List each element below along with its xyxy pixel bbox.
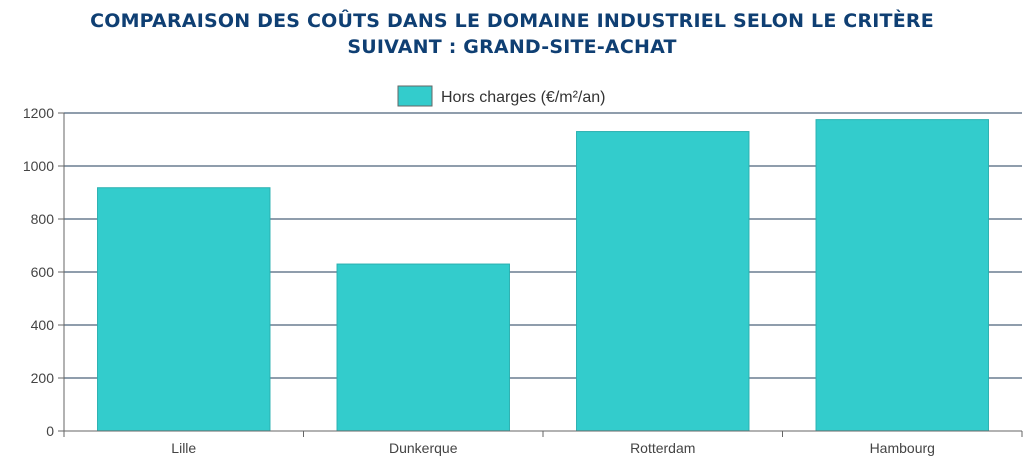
legend-label: Hors charges (€/m²/an): [441, 89, 606, 106]
bars: [97, 119, 989, 432]
x-axis-ticks: Lille Dunkerque Rotterdam Hambourg: [63, 431, 1023, 456]
legend: Hors charges (€/m²/an): [397, 85, 606, 107]
bar-lille: [97, 187, 271, 432]
chart-title-line-2: SUIVANT : GRAND-SITE-ACHAT: [347, 36, 677, 58]
y-tick-label: 400: [31, 317, 55, 333]
y-axis-ticks: 0 200 400 600 800 1000 1200: [23, 105, 64, 439]
bar-hambourg: [815, 119, 989, 432]
y-tick-label: 1200: [23, 105, 54, 121]
x-tick-label: Rotterdam: [630, 440, 695, 456]
bar-dunkerque: [336, 263, 510, 432]
y-tick-label: 0: [46, 423, 54, 439]
y-tick-label: 800: [31, 211, 55, 227]
x-tick-label: Dunkerque: [389, 440, 458, 456]
legend-swatch: [397, 85, 433, 107]
chart-title-line-1: COMPARAISON DES COÛTS DANS LE DOMAINE IN…: [90, 10, 934, 32]
chart-title: COMPARAISON DES COÛTS DANS LE DOMAINE IN…: [0, 8, 1024, 60]
bar-rotterdam: [576, 131, 750, 432]
x-tick-label: Hambourg: [870, 440, 935, 456]
y-tick-label: 200: [31, 370, 55, 386]
x-tick-label: Lille: [171, 440, 196, 456]
y-tick-label: 1000: [23, 158, 54, 174]
y-tick-label: 600: [31, 264, 55, 280]
